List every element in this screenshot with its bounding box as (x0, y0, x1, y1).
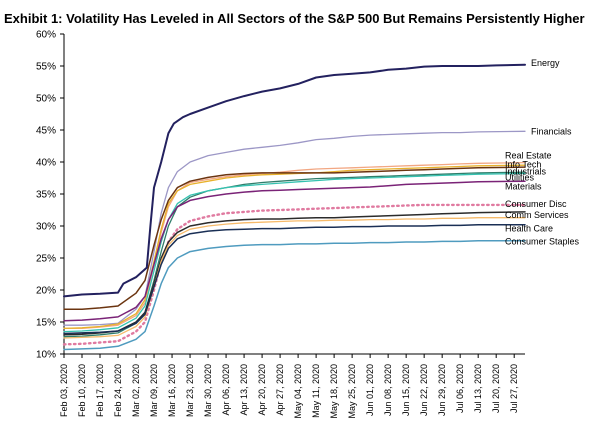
series-line-health-care (63, 223, 526, 335)
y-tick-label: 10% (36, 350, 56, 361)
x-tick-label: Jul 06, 2020 (455, 364, 465, 413)
y-tick-label: 25% (36, 254, 56, 265)
x-tick-label: Jul 13, 2020 (473, 364, 483, 413)
series-line-consumer-disc (62, 203, 527, 346)
x-tick-label: Mar 30, 2020 (203, 364, 213, 417)
x-tick-label: Apr 06, 2020 (221, 364, 231, 416)
x-tick-label: May 18, 2020 (329, 364, 339, 419)
y-tick-label: 50% (36, 94, 56, 105)
series-line-materials (63, 180, 526, 322)
y-tick-label: 20% (36, 286, 56, 297)
x-tick-label: May 11, 2020 (311, 364, 321, 418)
series-line-comm-services (63, 211, 526, 336)
x-tick-label: Apr 13, 2020 (239, 364, 249, 416)
x-tick-label: Feb 10, 2020 (77, 364, 87, 417)
x-tick-label: Mar 23, 2020 (185, 364, 195, 417)
x-tick-label: Apr 20, 2020 (257, 364, 267, 416)
legend-label-industrials: Industrials (505, 167, 547, 177)
legend-label-comm-services: Comm Services (505, 210, 569, 220)
legend-label-utilities: Utilities (505, 172, 535, 182)
x-tick-label: Mar 16, 2020 (167, 364, 177, 417)
series-line-unlabeled (63, 217, 526, 339)
legend-label-health-care: Health Care (505, 224, 553, 234)
x-tick-label: May 04, 2020 (293, 364, 303, 419)
x-tick-label: Jun 01, 2020 (365, 364, 375, 416)
y-tick-label: 30% (36, 222, 56, 233)
x-tick-label: Feb 03, 2020 (59, 364, 69, 417)
x-tick-label: Jun 08, 2020 (383, 364, 393, 416)
y-tick-label: 15% (36, 318, 56, 329)
y-tick-label: 35% (36, 190, 56, 201)
y-tick-label: 45% (36, 126, 56, 137)
y-tick-label: 40% (36, 158, 56, 169)
x-tick-label: Jun 29, 2020 (437, 364, 447, 416)
legend-label-materials: Materials (505, 181, 542, 191)
y-tick-label: 55% (36, 62, 56, 73)
legend-label-energy: Energy (531, 58, 560, 68)
series-line-unlabeled (63, 172, 526, 333)
x-tick-label: Jun 15, 2020 (401, 364, 411, 416)
series-line-industrials (63, 166, 526, 310)
x-tick-label: Feb 24, 2020 (113, 364, 123, 417)
chart-title: Exhibit 1: Volatility Has Leveled in All… (4, 11, 585, 26)
x-tick-label: Apr 27, 2020 (275, 364, 285, 416)
legend-label-consumer-staples: Consumer Staples (505, 236, 580, 246)
x-tick-label: May 25, 2020 (347, 364, 357, 419)
legend-label-info-tech: Info Tech (505, 160, 541, 170)
series-line-real-estate (63, 161, 526, 330)
series-line-energy (63, 63, 526, 298)
series-line-consumer-staples (63, 239, 526, 351)
legend-label-consumer-disc: Consumer Disc (505, 199, 567, 209)
legend-label-real-estate: Real Estate (505, 151, 552, 161)
x-tick-label: Mar 02, 2020 (131, 364, 141, 417)
y-tick-label: 60% (36, 30, 56, 41)
series-line-info-tech (63, 164, 526, 330)
x-tick-label: Jun 22, 2020 (419, 364, 429, 416)
x-tick-label: Mar 09, 2020 (149, 364, 159, 417)
x-tick-label: Feb 17, 2020 (95, 364, 105, 417)
legend-label-financials: Financials (531, 126, 572, 136)
x-tick-label: Jul 20, 2020 (491, 364, 501, 413)
x-tick-label: Jul 27, 2020 (509, 364, 519, 413)
